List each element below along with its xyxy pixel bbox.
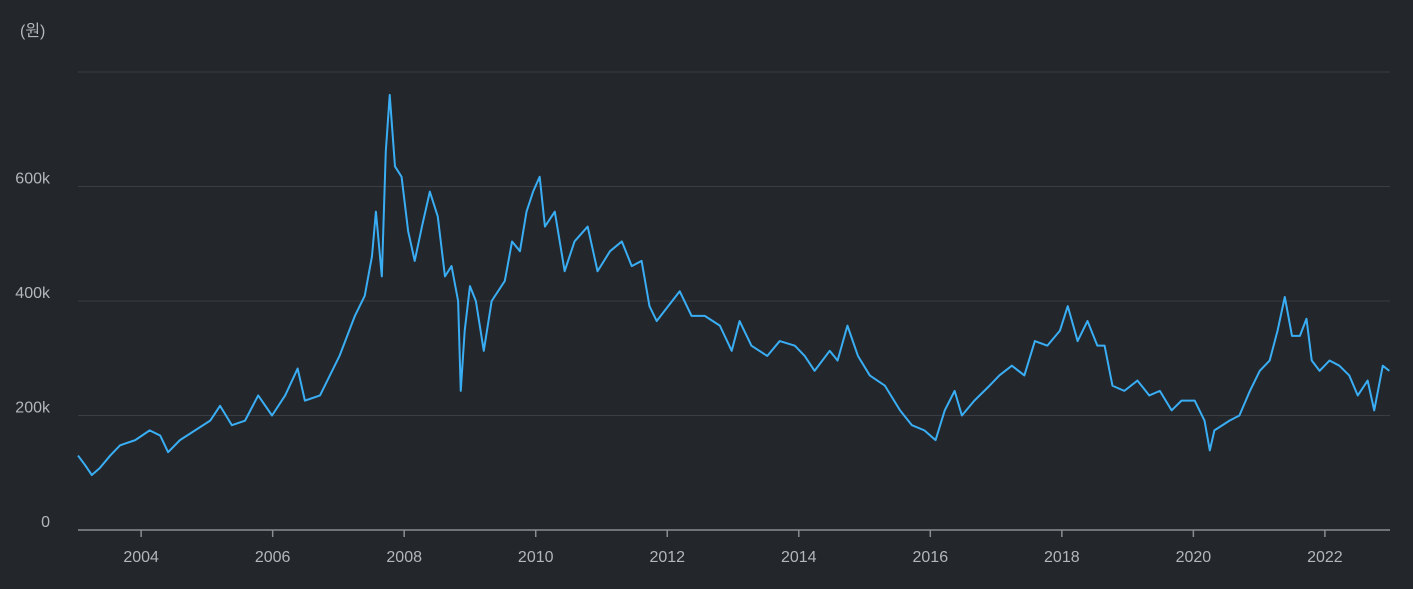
- x-tick-label: 2020: [1176, 549, 1212, 566]
- x-tick-label: 2010: [518, 549, 554, 566]
- y-tick-label: 400k: [15, 285, 51, 302]
- x-tick-label: 2016: [913, 549, 949, 566]
- y-tick-label: 0: [41, 514, 50, 531]
- y-tick-label: 600k: [15, 171, 51, 188]
- y-axis-label: (원): [20, 22, 45, 40]
- x-tick-label: 2012: [649, 549, 685, 566]
- x-tick-label: 2014: [781, 549, 817, 566]
- price-line: [77, 93, 1390, 477]
- y-tick-label: 200k: [15, 400, 51, 417]
- x-tick-label: 2004: [123, 549, 159, 566]
- x-tick-label: 2022: [1307, 549, 1343, 566]
- x-tick-label: 2008: [386, 549, 422, 566]
- x-tick-label: 2018: [1044, 549, 1080, 566]
- x-tick-label: 2006: [255, 549, 291, 566]
